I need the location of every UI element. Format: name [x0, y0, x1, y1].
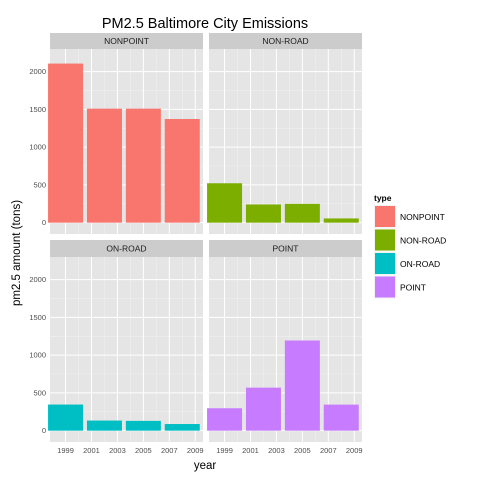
bar-on-road-2005 — [125, 420, 161, 431]
bar-point-1999 — [207, 408, 243, 431]
x-tick-label: 2005 — [135, 446, 152, 455]
x-tick-label: 2005 — [294, 446, 311, 455]
legend: type NONPOINT NON-ROAD ON-ROAD POINT — [374, 193, 446, 299]
facet-strip-label: ON-ROAD — [106, 244, 146, 254]
legend-label: NON-ROAD — [400, 236, 446, 246]
y-tick-label: 500 — [33, 180, 46, 189]
y-tick-label: 1500 — [29, 105, 46, 114]
x-tick-label: 2009 — [346, 446, 363, 455]
x-tick-label: 2007 — [161, 446, 178, 455]
y-tick-label: 500 — [33, 388, 46, 397]
bar-non-road-2008 — [323, 218, 359, 223]
bar-on-road-1999 — [48, 404, 84, 431]
y-tick-label: 2000 — [29, 275, 46, 284]
facet-panel-nonpoint: NONPOINT 0 500 1000 1500 2000 — [29, 33, 203, 234]
y-tick-label: 1000 — [29, 351, 46, 360]
bar-point-2002 — [245, 387, 281, 431]
legend-label: NONPOINT — [400, 212, 445, 222]
bar-nonpoint-2002 — [86, 108, 122, 223]
y-axis-title: pm2.5 amount (tons) — [11, 200, 23, 306]
x-tick-label: 1999 — [57, 446, 74, 455]
bar-on-road-2008 — [164, 424, 200, 431]
x-tick-label: 2007 — [320, 446, 337, 455]
facet-strip — [209, 33, 362, 49]
legend-swatch — [375, 276, 395, 298]
x-tick-label: 2001 — [83, 446, 100, 455]
x-tick-label: 2003 — [109, 446, 126, 455]
bar-point-2005 — [284, 340, 320, 431]
legend-swatch — [375, 206, 395, 227]
bar-non-road-2002 — [245, 204, 281, 223]
legend-item-point: POINT — [374, 275, 426, 299]
facet-strip-label: NONPOINT — [104, 36, 149, 46]
legend-item-non-road: NON-ROAD — [374, 228, 446, 252]
bar-on-road-2002 — [86, 420, 122, 431]
y-tick-label: 2000 — [29, 67, 46, 76]
bar-non-road-2005 — [284, 203, 320, 223]
x-tick-label: 2009 — [187, 446, 204, 455]
y-tick-label: 1500 — [29, 313, 46, 322]
x-tick-label: 2003 — [268, 446, 285, 455]
legend-title: type — [374, 193, 392, 203]
facet-strip — [50, 240, 203, 257]
facet-strip — [50, 33, 203, 49]
y-tick-label: 0 — [42, 426, 46, 435]
facet-panel-non-road: NON-ROAD — [207, 33, 362, 234]
chart-title: PM2.5 Baltimore City Emissions — [102, 16, 308, 32]
bar-nonpoint-2005 — [125, 108, 161, 223]
x-axis-title: year — [194, 460, 217, 472]
bar-point-2008 — [323, 404, 359, 431]
bar-nonpoint-2008 — [164, 118, 200, 223]
facet-strip — [209, 240, 362, 257]
legend-item-on-road: ON-ROAD — [374, 252, 440, 275]
legend-label: ON-ROAD — [400, 259, 440, 269]
y-tick-label: 0 — [42, 218, 46, 227]
bar-nonpoint-1999 — [48, 63, 84, 223]
legend-item-nonpoint: NONPOINT — [374, 205, 445, 228]
legend-swatch — [375, 253, 395, 274]
legend-label: POINT — [400, 283, 426, 293]
facet-strip-label: NON-ROAD — [262, 36, 308, 46]
facet-panels: NONPOINT 0 500 1000 1500 2000 NON-ROAD ON-ROAD 0… — [29, 33, 363, 455]
facet-panel-point: POINT 1999 2001 2003 2005 2007 2009 — [207, 240, 363, 455]
y-tick-label: 1000 — [29, 143, 46, 152]
facet-strip-label: POINT — [273, 244, 299, 254]
x-tick-label: 1999 — [216, 446, 233, 455]
x-tick-label: 2001 — [242, 446, 259, 455]
facet-panel-on-road: ON-ROAD 0 500 1000 1500 2000 1999 2001 2003 2005 2… — [29, 240, 204, 455]
bar-non-road-1999 — [207, 183, 243, 223]
legend-swatch — [375, 229, 395, 251]
